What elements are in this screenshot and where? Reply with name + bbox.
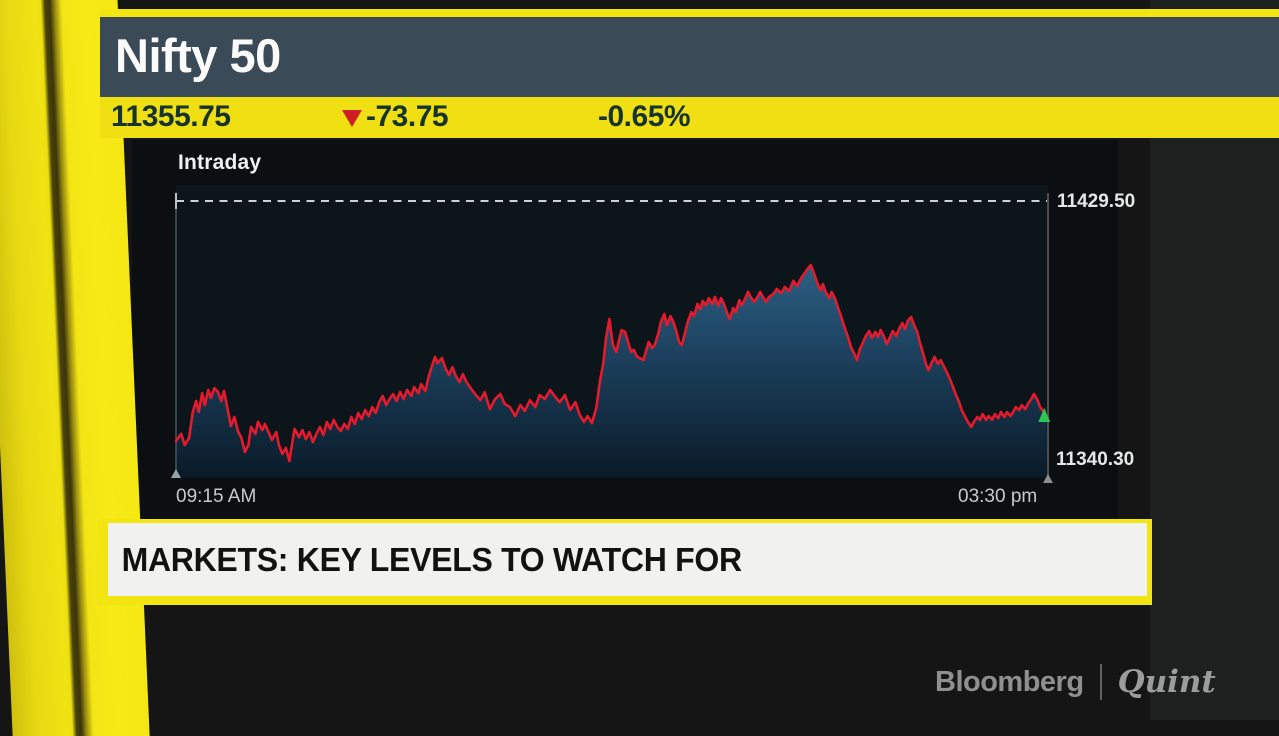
price-change-value: -73.75 <box>366 100 449 133</box>
chart-title: Intraday <box>178 151 262 174</box>
low-price-label: 11340.30 <box>1056 449 1135 470</box>
price-change-percent: -0.65% <box>598 100 691 133</box>
header-top-yellow-strip <box>100 9 1279 17</box>
quint-wordmark: Quint <box>1117 664 1216 700</box>
index-title: Nifty 50 <box>115 28 281 82</box>
x-axis-start-label: 09:15 AM <box>176 486 257 507</box>
intraday-chart-svg <box>171 185 1053 483</box>
headline-text: MARKETS: KEY LEVELS TO WATCH FOR <box>121 540 743 578</box>
last-price-marker-icon <box>1038 408 1051 422</box>
last-price-value: 11355.75 <box>111 100 231 133</box>
price-line <box>174 263 1048 463</box>
lower-third-inner: MARKETS: KEY LEVELS TO WATCH FOR <box>108 523 1147 596</box>
reference-price-label: 11429.50 <box>1057 191 1136 212</box>
index-title-bar: Nifty 50 <box>100 17 1279 97</box>
bloomberg-wordmark: Bloomberg <box>935 665 1084 698</box>
right-axis-bottom-arrow-icon <box>1043 474 1053 483</box>
x-axis-end-label: 03:30 pm <box>958 486 1038 507</box>
left-axis-bottom-arrow-icon <box>171 469 181 478</box>
bloomberg-quint-logo: Bloomberg Quint <box>935 660 1216 704</box>
price-area-fill <box>176 265 1048 477</box>
lower-third-banner: MARKETS: KEY LEVELS TO WATCH FOR <box>98 519 1152 605</box>
logo-separator <box>1099 664 1102 700</box>
quote-bar: 11355.75 -73.75 -0.65% <box>100 97 1279 138</box>
down-arrow-icon <box>342 110 362 127</box>
